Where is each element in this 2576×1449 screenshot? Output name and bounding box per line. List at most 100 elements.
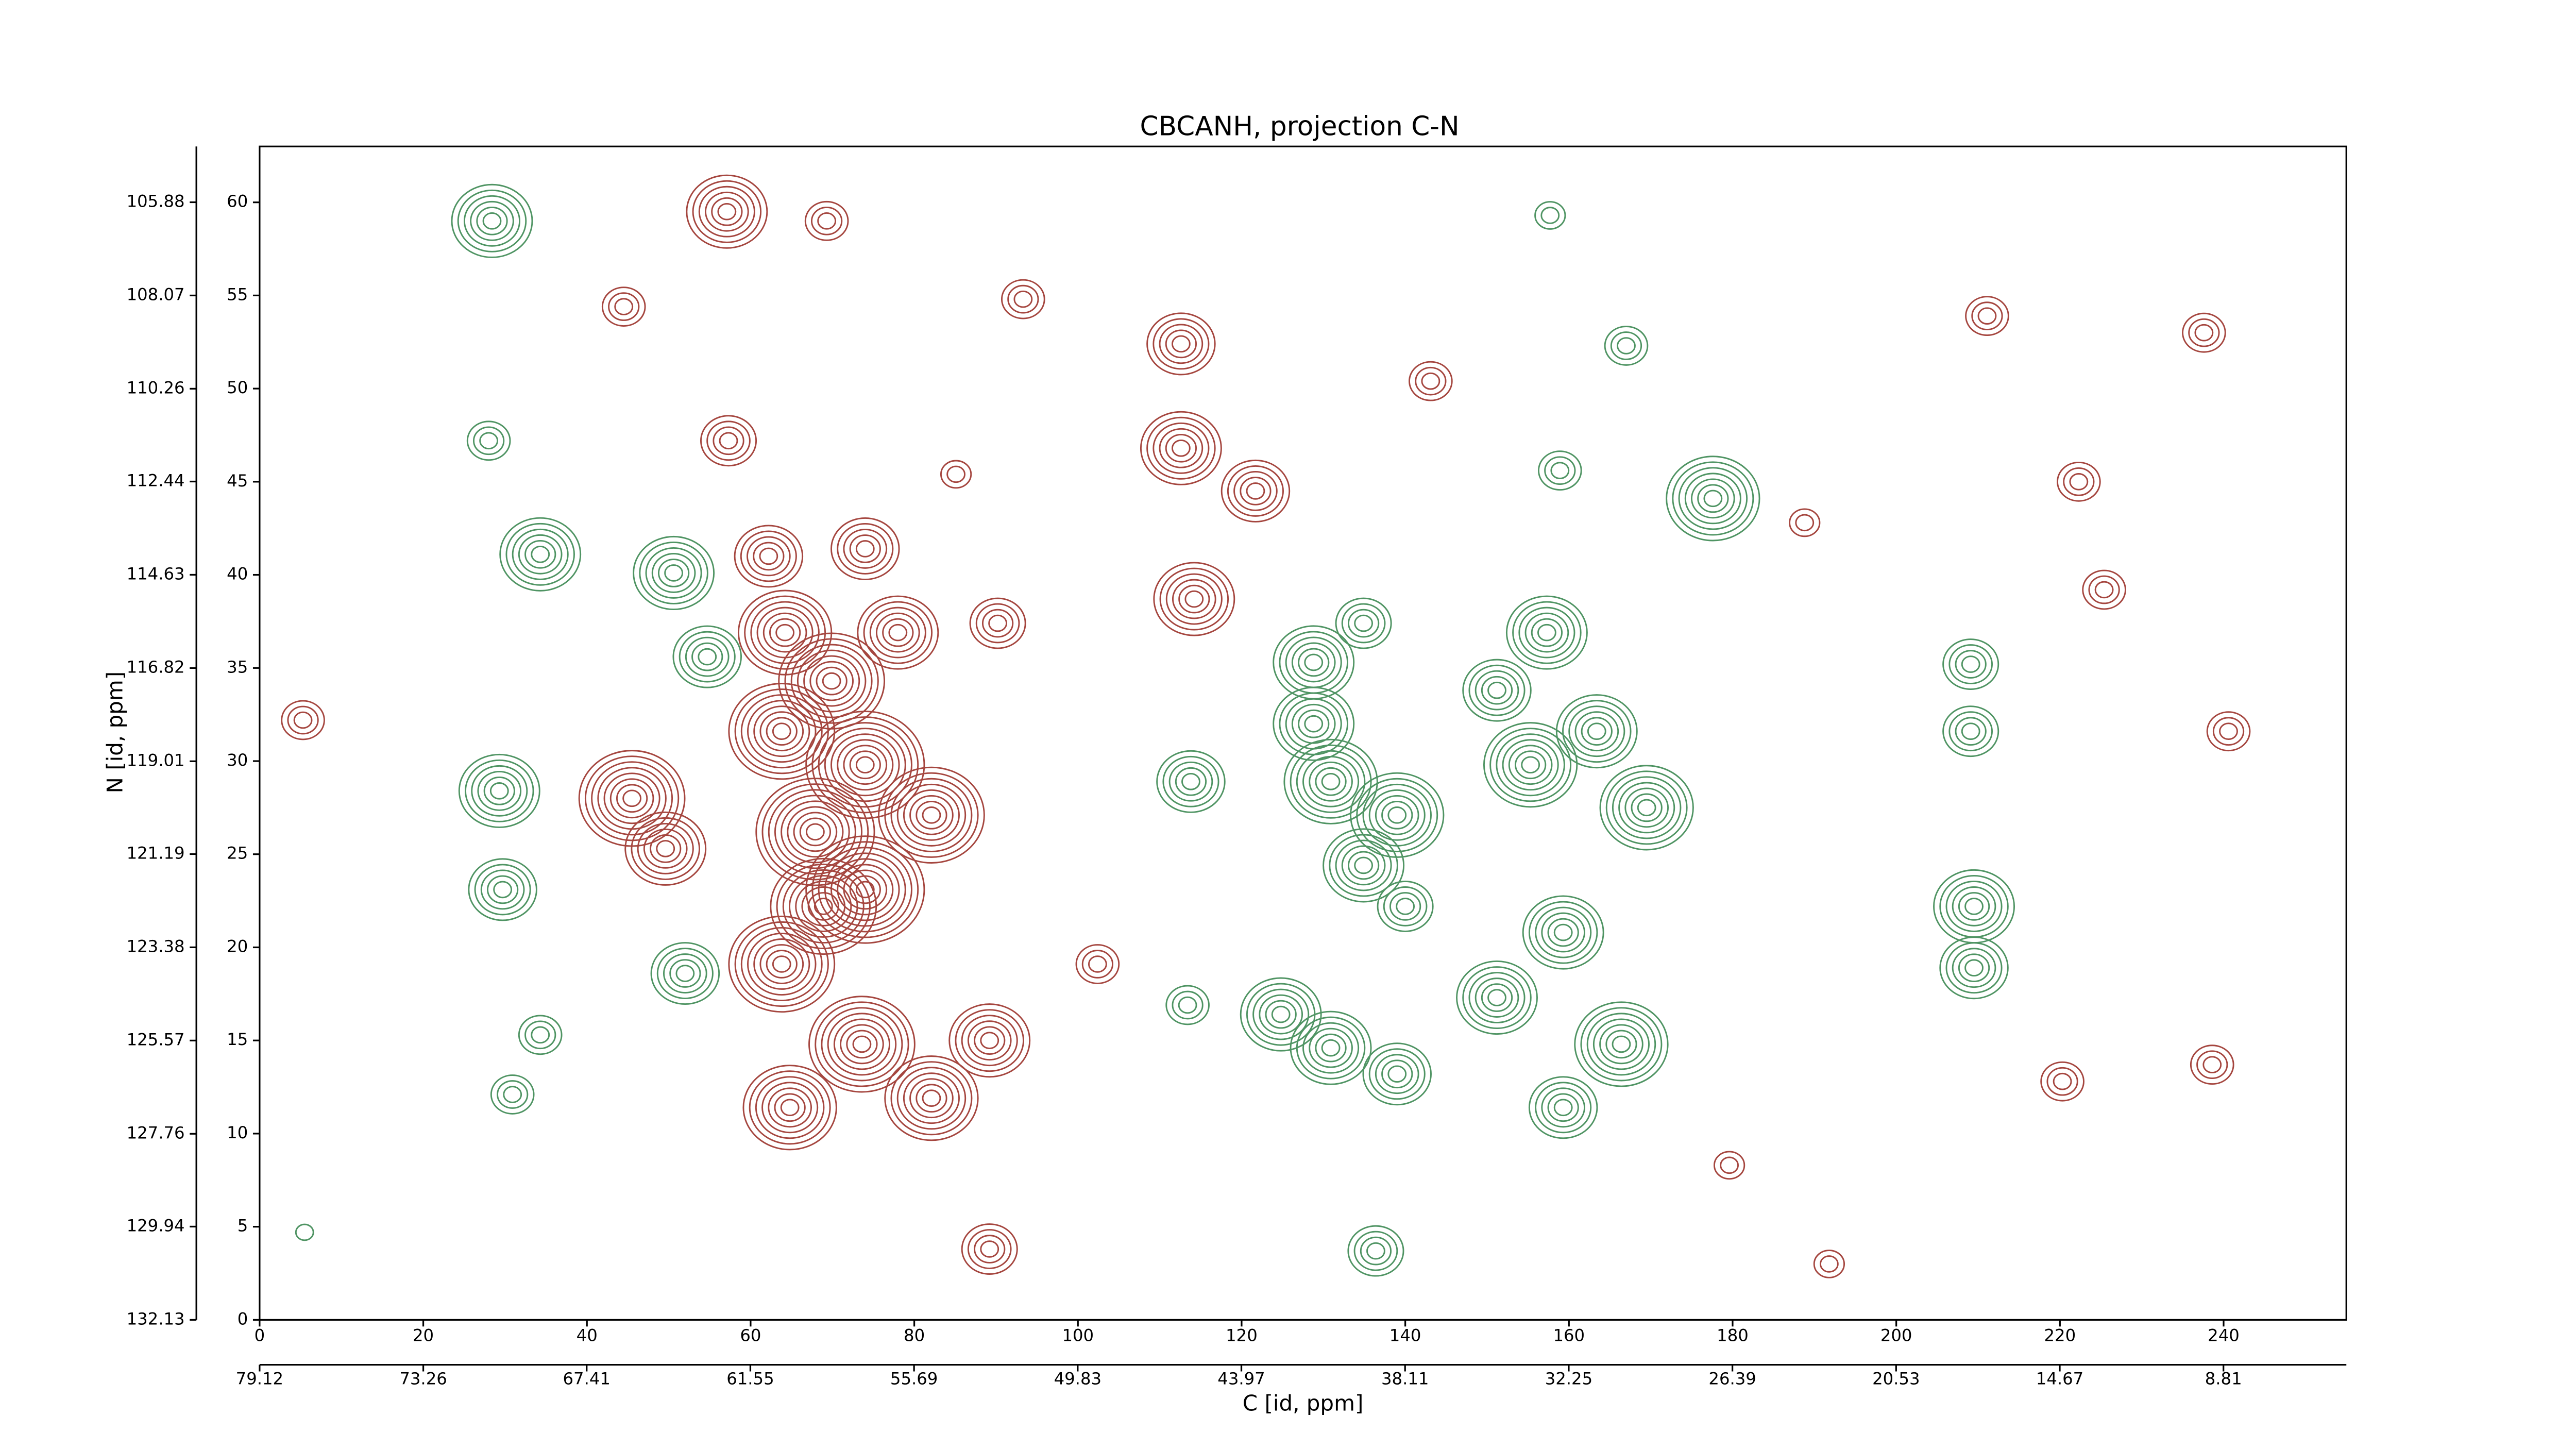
contour-line bbox=[1156, 750, 1226, 813]
contour-line bbox=[840, 1024, 884, 1065]
contour-line bbox=[869, 606, 926, 659]
contour-line bbox=[1508, 745, 1553, 785]
contour-line bbox=[740, 530, 797, 582]
contour-line bbox=[916, 800, 947, 830]
contour-line bbox=[1309, 761, 1353, 802]
contour-line bbox=[747, 933, 817, 996]
contour-line bbox=[1568, 705, 1625, 757]
x-tick-label: 0 bbox=[255, 1326, 265, 1345]
contour-line bbox=[1512, 601, 1582, 664]
contour-line bbox=[761, 1082, 819, 1134]
contour-line bbox=[1153, 318, 1210, 370]
contour-line bbox=[1298, 709, 1330, 738]
contour-line bbox=[742, 1065, 837, 1151]
contour-line bbox=[1315, 767, 1347, 796]
contour-line bbox=[807, 892, 839, 921]
peak bbox=[2206, 711, 2251, 752]
contour-line bbox=[2196, 1050, 2228, 1080]
peak bbox=[857, 595, 939, 670]
contour-line bbox=[980, 1240, 999, 1258]
contour-line bbox=[1159, 428, 1204, 468]
x-tick-label: 40 bbox=[577, 1326, 598, 1345]
y-tick-label: 30 bbox=[227, 750, 248, 770]
contour-line bbox=[686, 174, 768, 249]
contour-line bbox=[1309, 1027, 1353, 1068]
contour-line bbox=[824, 728, 906, 802]
contour-line bbox=[747, 700, 817, 763]
contour-line bbox=[863, 601, 933, 664]
contour-line bbox=[287, 705, 319, 735]
contour-line bbox=[1540, 207, 1560, 224]
contour-line bbox=[1958, 953, 1990, 983]
contour-line bbox=[1531, 618, 1563, 647]
peak bbox=[805, 835, 925, 944]
plot-frame bbox=[259, 145, 2347, 1321]
y2-tick-label: 105.88 bbox=[127, 191, 185, 211]
contour-line bbox=[1335, 597, 1392, 649]
contour-line bbox=[1612, 776, 1682, 839]
contour-line bbox=[787, 806, 844, 858]
y-tick-label: 0 bbox=[238, 1309, 248, 1328]
x2-tick-label: 38.11 bbox=[1381, 1369, 1429, 1389]
contour-line bbox=[1586, 1013, 1656, 1076]
contour-line bbox=[1298, 648, 1330, 677]
contour-line bbox=[809, 661, 854, 701]
contour-line bbox=[483, 777, 515, 805]
contour-line bbox=[643, 829, 688, 869]
contour-line bbox=[1684, 473, 1741, 525]
contour-line bbox=[988, 614, 1008, 632]
peak bbox=[1555, 694, 1638, 769]
contour-line bbox=[1171, 439, 1191, 457]
contour-line bbox=[1528, 901, 1598, 964]
contour-line bbox=[1172, 990, 1204, 1020]
y2-tick-label: 129.94 bbox=[127, 1216, 185, 1235]
contour-line bbox=[755, 778, 875, 886]
contour-line bbox=[1952, 886, 1996, 926]
peak bbox=[1146, 312, 1216, 376]
x2-tick-label: 26.39 bbox=[1708, 1369, 1756, 1389]
contour-line bbox=[465, 759, 534, 822]
contour-line bbox=[1321, 772, 1341, 790]
contour-line bbox=[1964, 898, 1984, 915]
peak bbox=[734, 525, 804, 588]
contour-line bbox=[2046, 1067, 2078, 1096]
contour-line bbox=[1672, 461, 1754, 536]
contour-line bbox=[1574, 1001, 1669, 1087]
contour-line bbox=[1353, 1231, 1398, 1271]
contour-line bbox=[1304, 653, 1324, 671]
contour-line bbox=[1948, 711, 1993, 752]
contour-line bbox=[1350, 772, 1445, 858]
contour-line bbox=[981, 609, 1014, 638]
peak bbox=[755, 778, 875, 886]
peak bbox=[578, 750, 686, 847]
contour-line bbox=[669, 959, 701, 988]
x-tick-label: 60 bbox=[740, 1326, 761, 1345]
contour-line bbox=[1007, 284, 1039, 314]
contour-line bbox=[837, 739, 894, 791]
peak bbox=[281, 700, 325, 740]
contour-line bbox=[692, 180, 762, 243]
peak bbox=[1599, 765, 1694, 851]
contour-line bbox=[922, 806, 941, 824]
contour-line bbox=[843, 745, 888, 785]
peak bbox=[1001, 279, 1045, 319]
contour-line bbox=[1265, 1000, 1297, 1029]
y2-tick-label: 125.57 bbox=[127, 1030, 185, 1049]
contour-line bbox=[1605, 770, 1688, 845]
contour-line bbox=[796, 649, 867, 713]
contour-line bbox=[698, 186, 755, 238]
contour-line bbox=[1599, 1024, 1643, 1065]
contour-line bbox=[855, 540, 875, 558]
contour-line bbox=[1691, 478, 1735, 519]
peak bbox=[1537, 450, 1582, 491]
contour-line bbox=[1285, 636, 1342, 688]
y-tick-label: 40 bbox=[227, 564, 248, 584]
contour-line bbox=[896, 1067, 967, 1130]
contour-line bbox=[451, 183, 533, 258]
contour-line bbox=[1574, 711, 1619, 752]
contour-line bbox=[801, 886, 846, 926]
x2-tick-label: 61.55 bbox=[726, 1369, 774, 1389]
contour-line bbox=[1553, 1099, 1573, 1117]
contour-line bbox=[818, 722, 912, 808]
contour-line bbox=[2212, 717, 2245, 746]
